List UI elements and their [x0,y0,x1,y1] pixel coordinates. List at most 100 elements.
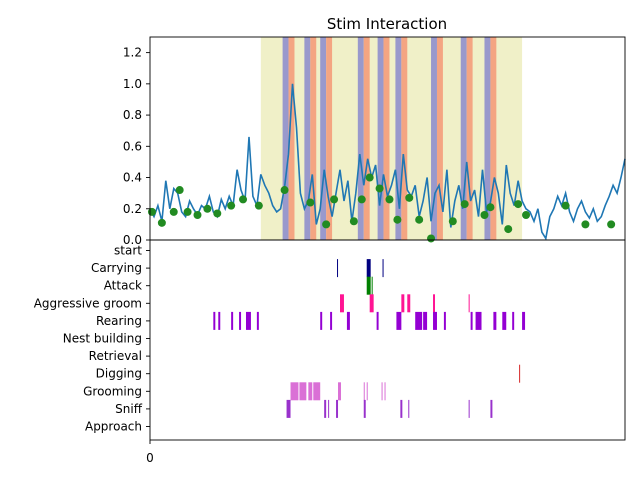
row-label-sniff: Sniff [115,402,143,416]
event-sniff-5 [400,399,403,418]
stim-on-6 [431,37,437,240]
event-attack-0 [366,276,371,295]
row-label-start: start [114,244,142,258]
stim-on-1 [304,37,311,240]
stim-off-6 [436,37,443,240]
row-label-approach: Approach [85,420,142,434]
marker-33 [607,220,616,229]
stim-off-3 [363,37,370,240]
event-carrying-0 [337,259,339,278]
marker-12 [306,198,315,207]
marker-30 [522,211,531,220]
event-carrying-1 [366,259,371,278]
marker-8 [227,201,236,210]
marker-27 [486,203,495,212]
event-rearing-13 [433,311,437,330]
y-tick-label-4: 0.8 [123,108,142,122]
event-aggressive-groom-0 [340,294,344,313]
marker-26 [480,211,489,220]
marker-0 [147,207,156,216]
event-grooming-8 [384,382,386,401]
marker-11 [280,186,289,195]
marker-32 [581,220,590,229]
top-y-axis: 0.0 0.2 0.4 0.6 0.8 1.0 1.2 [123,46,150,247]
marker-2 [169,207,178,216]
marker-23 [427,234,436,243]
stim-on-5 [395,37,402,240]
top-panel: 0.0 0.2 0.4 0.6 0.8 1.0 1.2 [123,36,626,247]
stim-on-0 [282,37,289,240]
event-rearing-4 [245,311,251,330]
event-aggressive-groom-2 [401,294,405,313]
event-grooming-4 [338,382,341,401]
stim-off-4 [383,37,390,240]
bottom-panel-frame [149,239,626,441]
marker-25 [460,200,469,209]
event-aggressive-groom-4 [433,294,435,313]
stim-off-1 [310,37,317,240]
marker-3 [175,186,184,195]
marker-22 [415,215,424,224]
stim-background [260,37,523,240]
event-sniff-7 [468,399,470,418]
event-sniff-4 [363,399,366,418]
marker-20 [393,215,402,224]
event-carrying-2 [382,259,384,278]
event-rearing-11 [415,311,423,330]
event-rearing-20 [522,311,526,330]
marker-1 [157,218,166,227]
event-grooming-6 [366,382,368,401]
event-aggressive-groom-3 [407,294,411,313]
marker-28 [504,225,513,234]
event-rearing-3 [239,311,242,330]
stim-off-7 [466,37,473,240]
marker-21 [405,193,414,202]
stim-on-8 [484,37,491,240]
event-rearing-8 [346,311,350,330]
stim-off-0 [288,37,295,240]
marker-16 [357,195,366,204]
event-rearing-12 [423,311,428,330]
marker-17 [365,173,374,182]
event-attack-1 [371,276,373,295]
event-rearing-10 [396,311,402,330]
stim-on-7 [460,37,467,240]
x-tick-label-0: 0 [146,451,154,465]
stim-off-5 [401,37,408,240]
row-label-retrieval: Retrieval [89,349,142,363]
stim-on-2 [320,37,327,240]
event-rearing-7 [330,311,333,330]
marker-7 [213,209,222,218]
event-sniff-8 [490,399,493,418]
event-sniff-1 [324,399,327,418]
marker-13 [322,220,331,229]
behavior-labels: start Carrying Attack Aggressive groom Reari… [34,244,150,434]
marker-18 [375,184,384,193]
behavior-events [213,259,526,418]
row-label-attack: Attack [104,279,142,293]
event-grooming-2 [308,382,313,401]
y-tick-label-5: 1.0 [123,77,142,91]
chart-title: Stim Interaction [327,15,447,33]
marker-9 [239,195,248,204]
event-sniff-2 [328,399,330,418]
row-label-grooming: Grooming [83,384,142,398]
event-rearing-14 [443,311,446,330]
marker-6 [203,204,212,213]
event-rearing-0 [213,311,216,330]
event-aggressive-groom-1 [369,294,374,313]
y-tick-label-1: 0.2 [123,202,142,216]
event-sniff-3 [336,399,339,418]
event-rearing-16 [475,311,482,330]
event-grooming-3 [313,382,321,401]
y-tick-label-0: 0.0 [123,233,142,247]
stim-window [260,37,523,240]
event-rearing-1 [218,311,221,330]
marker-14 [330,195,339,204]
event-rearing-2 [231,311,234,330]
marker-15 [349,217,358,226]
row-label-rearing: Rearing [96,314,142,328]
marker-5 [193,211,202,220]
marker-29 [514,200,523,209]
